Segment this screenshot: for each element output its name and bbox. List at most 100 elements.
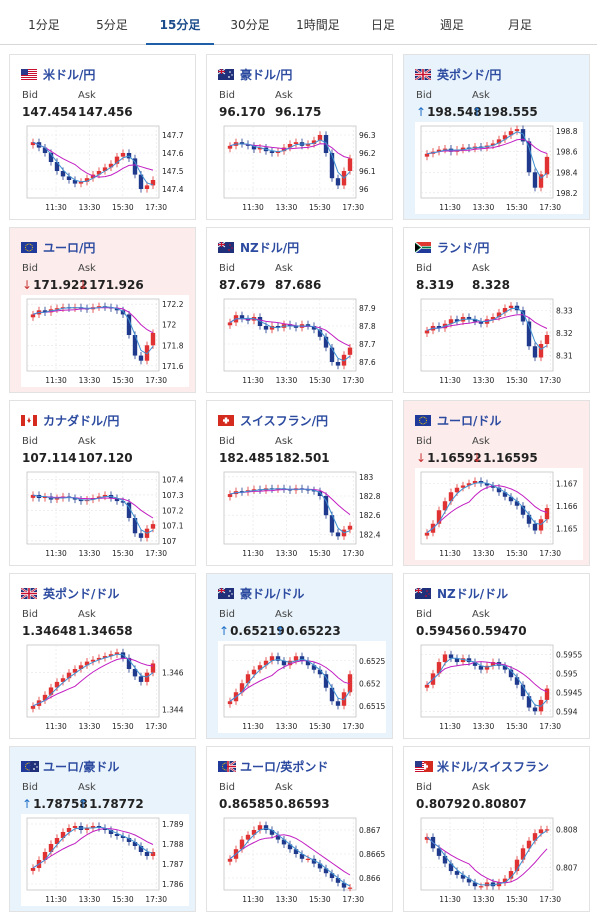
rate-card[interactable]: NZドル/ドル Bid Ask 0.59456 0.59470 11:30 13:30 15:… (403, 573, 590, 739)
currency-pair-link[interactable]: 米ドル/円 (43, 68, 96, 82)
price-chart[interactable]: 11:30 13:30 15:30 17:30 8.33 8.32 8.31 (415, 295, 583, 387)
price-chart[interactable]: 11:30 13:30 15:30 17:30 0.867 0.8665 0.866 (218, 814, 386, 906)
tab-15min[interactable]: 15分足 (146, 0, 214, 45)
rate-card[interactable]: ユーロ/英ポンド Bid Ask 0.86585 0.86593 11:30 13:30 15… (206, 746, 393, 912)
candle-body (442, 654, 448, 663)
bid-value: 1.34648 (22, 624, 77, 638)
candle-body (478, 665, 484, 670)
tab-5min[interactable]: 5分足 (96, 18, 128, 32)
candle-body (526, 321, 532, 347)
tab-1hour[interactable]: 1時間足 (296, 18, 340, 32)
rate-card[interactable]: 豪ドル/円 Bid Ask 96.170 96.175 11:30 13:30 15:30 17… (206, 54, 393, 220)
currency-pair-link[interactable]: ユーロ/ドル (437, 414, 502, 428)
currency-pair-link[interactable]: 英ポンド/円 (437, 68, 502, 82)
ask-value: 87.686 (275, 278, 322, 292)
candle-body (490, 143, 496, 146)
rate-card[interactable]: 英ポンド/ドル Bid Ask 1.34648 1.34658 11:30 13:30 15:… (9, 573, 196, 739)
ask-label: Ask (275, 263, 293, 274)
bid-label: Bid (416, 782, 432, 793)
x-tick-label: 17:30 (145, 895, 167, 904)
price-chart[interactable]: 11:30 13:30 15:30 17:30 183 182.8 182.6 182.4 (218, 468, 386, 560)
currency-pair-link[interactable]: スイスフラン/円 (240, 414, 329, 428)
currency-pair-link[interactable]: ユーロ/英ポンド (240, 760, 329, 774)
y-tick-label: 0.652 (359, 679, 381, 688)
tab-weekly[interactable]: 週足 (439, 18, 464, 32)
rate-card[interactable]: NZドル/円 Bid Ask 87.679 87.686 11:30 13:30 15:30 1… (206, 227, 393, 393)
ask-label: Ask (78, 436, 96, 447)
candle-body (508, 669, 514, 678)
price-chart[interactable]: 11:30 13:30 15:30 17:30 96.3 96.2 96.1 96 (218, 122, 386, 214)
ask-value: 1.34658 (78, 624, 133, 638)
candlestick-chart: 11:30 13:30 15:30 17:30 0.867 0.8665 0.866 (223, 817, 385, 904)
candle-body (132, 669, 138, 677)
x-tick-label: 13:30 (473, 895, 495, 904)
price-chart[interactable]: 11:30 13:30 15:30 17:30 172.2 172 171.8 171.6 (21, 295, 189, 387)
candle-body (466, 317, 472, 320)
candle-body (526, 840, 532, 849)
x-tick-label: 13:30 (79, 895, 101, 904)
price-chart[interactable]: 11:30 13:30 15:30 17:30 1.167 1.166 1.165 (415, 468, 583, 560)
candle-body (532, 833, 538, 841)
y-tick-label: 0.595 (556, 669, 578, 678)
plot-area (420, 298, 554, 372)
y-tick-label: 0.807 (556, 863, 578, 872)
price-chart[interactable]: 11:30 13:30 15:30 17:30 0.5955 0.595 0.5945 0.5… (415, 641, 583, 733)
candle-body (520, 129, 526, 142)
candle-body (281, 660, 287, 666)
y-tick-label: 0.5945 (556, 688, 582, 697)
x-tick-label: 11:30 (242, 203, 264, 212)
candle-body (78, 499, 84, 502)
plot-area (223, 644, 357, 718)
price-chart[interactable]: 11:30 13:30 15:30 17:30 0.6525 0.652 0.6515 (218, 641, 386, 733)
price-chart[interactable]: 11:30 13:30 15:30 17:30 147.7 147.6 147.5 147.4 (21, 122, 189, 214)
rate-card[interactable]: カナダドル/円 Bid Ask 107.114 107.120 11:30 13:30 15:… (9, 400, 196, 566)
x-tick-label: 17:30 (145, 722, 167, 731)
rate-card[interactable]: ユーロ/豪ドル Bid Ask ↑1.78758 ↑1.78772 11:30 13:30 1… (9, 746, 196, 912)
candle-body (311, 140, 317, 144)
rate-card[interactable]: スイスフラン/円 Bid Ask 182.485 182.501 11:30 13:30 15… (206, 400, 393, 566)
currency-pair-link[interactable]: 米ドル/スイスフラン (437, 760, 550, 774)
candle-body (114, 834, 120, 836)
rate-card[interactable]: 米ドル/円 Bid Ask 147.454 147.456 11:30 13:30 15:30… (9, 54, 196, 220)
tab-30min[interactable]: 30分足 (230, 18, 270, 32)
currency-pair-link[interactable]: 豪ドル/ドル (240, 587, 305, 601)
x-tick-label: 13:30 (473, 203, 495, 212)
rate-card[interactable]: ユーロ/円 Bid Ask ↓171.922 ↓171.926 11:30 13:30 15:… (9, 227, 196, 393)
y-tick-label: 8.32 (556, 329, 573, 338)
price-chart[interactable]: 11:30 13:30 15:30 17:30 1.346 1.344 (21, 641, 189, 733)
long-moving-average (229, 318, 351, 347)
tab-1min[interactable]: 1分足 (28, 18, 60, 32)
price-chart[interactable]: 11:30 13:30 15:30 17:30 107.4 107.3 107.2 107.1… (21, 468, 189, 560)
candle-body (257, 825, 263, 830)
candle-body (30, 868, 36, 871)
currency-pair-link[interactable]: ランド/円 (437, 241, 490, 255)
currency-pair-link[interactable]: ユーロ/円 (43, 241, 96, 255)
currency-pair-link[interactable]: NZドル/円 (240, 241, 300, 255)
price-chart[interactable]: 11:30 13:30 15:30 17:30 87.9 87.8 87.7 87.6 (218, 295, 386, 387)
rate-card[interactable]: 米ドル/スイスフラン Bid Ask 0.80792 0.80807 11:30 13:30… (403, 746, 590, 912)
candle-body (72, 826, 78, 828)
tab-daily[interactable]: 日足 (370, 18, 395, 32)
price-chart[interactable]: 11:30 13:30 15:30 17:30 198.8 198.6 198.4 198.2 (415, 122, 583, 214)
rate-card[interactable]: 英ポンド/円 Bid Ask ↑198.548 ↑198.555 11:30 13:30 15… (403, 54, 590, 220)
rate-card[interactable]: ランド/円 Bid Ask 8.319 8.328 11:30 13:30 15:30 17:3… (403, 227, 590, 393)
ch-flag-icon (218, 415, 234, 426)
y-tick-label: 0.8665 (359, 850, 385, 859)
currency-pair-link[interactable]: 英ポンド/ドル (43, 587, 120, 601)
plot-area (420, 817, 554, 891)
currency-pair-link[interactable]: ユーロ/豪ドル (43, 760, 120, 774)
y-tick-label: 172 (162, 321, 177, 330)
rate-card[interactable]: ユーロ/ドル Bid Ask ↓1.16592 ↓1.16595 11:30 13:30 15… (403, 400, 590, 566)
price-chart[interactable]: 11:30 13:30 15:30 17:30 1.789 1.788 1.787 1.786 (21, 814, 189, 906)
currency-pair-link[interactable]: 豪ドル/円 (240, 68, 293, 82)
tab-monthly[interactable]: 月足 (507, 18, 532, 32)
currency-pair-link[interactable]: カナダドル/円 (43, 414, 120, 428)
rate-card[interactable]: 豪ドル/ドル Bid Ask ↑0.65219 ↑0.65223 11:30 13:30 15… (206, 573, 393, 739)
price-chart[interactable]: 11:30 13:30 15:30 17:30 0.808 0.807 (415, 814, 583, 906)
x-tick-label: 11:30 (45, 722, 67, 731)
candle-body (60, 171, 66, 177)
candle-body (281, 147, 287, 152)
currency-pair-link[interactable]: NZドル/ドル (437, 587, 509, 601)
ch-flag-icon (424, 761, 433, 772)
bid-label: Bid (219, 90, 235, 101)
